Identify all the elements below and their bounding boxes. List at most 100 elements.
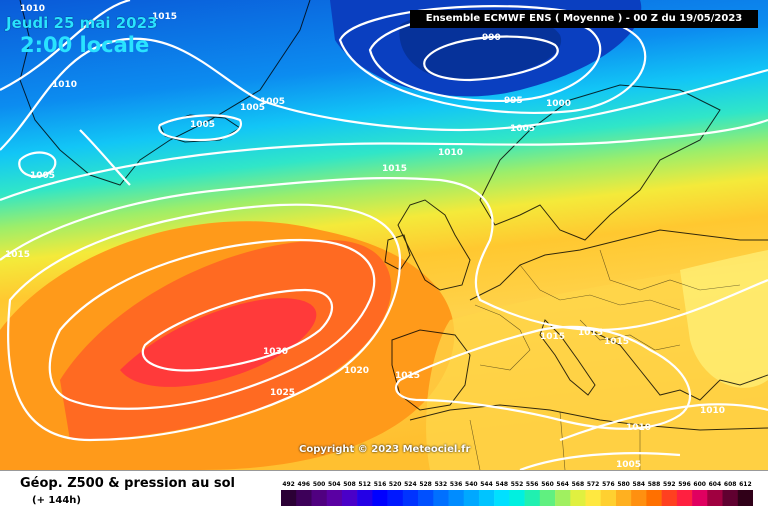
parameter-title: Géop. Z500 & pression au sol xyxy=(20,476,235,491)
legend-color-swatch xyxy=(524,490,541,506)
greenland-coast xyxy=(19,0,311,186)
isobar-label: 1005 xyxy=(190,120,215,130)
legend-value-label: 548 xyxy=(496,481,509,488)
legend-value-label: 496 xyxy=(298,481,311,488)
isobar-1005-iceland xyxy=(158,114,243,142)
isobar-label: 1005 xyxy=(616,460,641,470)
legend-color-swatch xyxy=(585,490,601,506)
isobar-label: 1015 xyxy=(152,12,177,22)
legend-value-label: 504 xyxy=(328,481,341,488)
legend-value-label: 560 xyxy=(541,481,554,488)
isobar-label: 1010 xyxy=(626,423,651,433)
isobar-1010-med xyxy=(519,403,768,470)
legend-color-swatch xyxy=(661,490,678,506)
legend-color-swatch xyxy=(676,490,693,506)
isobar-label: 1010 xyxy=(52,80,77,90)
isobar-1010-greenland xyxy=(18,151,57,178)
isobar-label: 1005 xyxy=(240,103,265,113)
isobar-1015-med xyxy=(395,325,692,430)
legend-value-label: 576 xyxy=(602,481,615,488)
legend-value-label: 572 xyxy=(587,481,600,488)
isobar-label: 1000 xyxy=(546,99,571,109)
legend-color-swatch xyxy=(311,490,327,506)
isobar-label: 1015 xyxy=(540,332,565,342)
legend-color-swatch xyxy=(341,490,358,506)
legend-value-label: 520 xyxy=(389,481,402,488)
legend-color-swatch xyxy=(326,490,343,506)
legend-value-label: 536 xyxy=(450,481,463,488)
legend-color-swatch xyxy=(646,490,662,506)
legend-color-swatch xyxy=(494,490,510,506)
isobar-label: 1010 xyxy=(20,4,45,14)
legend-value-label: 552 xyxy=(511,481,524,488)
europe-warm-band xyxy=(426,260,768,470)
weather-map: 1010 1015 1010 1005 1005 1005 1005 990 9… xyxy=(0,0,768,470)
isobar-label: 1015 xyxy=(604,337,629,347)
isobar-label: 1005 xyxy=(510,124,535,134)
isobar-label: 995 xyxy=(504,96,523,106)
iberia-coast xyxy=(391,329,471,411)
isobar-label: 1015 xyxy=(578,328,603,338)
legend-color-swatch xyxy=(722,490,738,506)
isobar-label: 1015 xyxy=(395,371,420,381)
legend-color-swatch xyxy=(281,490,297,506)
legend-color-swatch xyxy=(402,490,419,506)
north-africa-coast xyxy=(409,404,768,431)
isobar-label: 1030 xyxy=(263,347,288,357)
isobar-1020 xyxy=(7,203,402,442)
border-eastern-europe xyxy=(599,249,741,291)
coastlines xyxy=(19,0,768,431)
legend-color-swatch xyxy=(631,490,647,506)
forecast-time: 2:00 locale xyxy=(20,33,150,57)
legend-color-swatch xyxy=(357,490,373,506)
copyright-notice: Copyright © 2023 Meteociel.fr xyxy=(299,444,471,455)
legend-color-swatch xyxy=(539,490,556,506)
legend-value-label: 612 xyxy=(739,481,752,488)
legend-color-swatch xyxy=(387,490,404,506)
legend-color-swatch xyxy=(463,490,480,506)
legend-color-swatch xyxy=(600,490,617,506)
europe-coast xyxy=(469,229,768,301)
isobar-label: 1005 xyxy=(30,171,55,181)
legend-value-label: 596 xyxy=(678,481,691,488)
british-isles-coast xyxy=(397,199,471,291)
legend-value-label: 588 xyxy=(648,481,661,488)
isobar-1030 xyxy=(141,288,333,372)
legend-value-label: 604 xyxy=(709,481,722,488)
legend-color-swatch xyxy=(418,490,434,506)
isobar-label: 1015 xyxy=(5,250,30,260)
country-borders xyxy=(469,249,741,470)
legend-color-swatch xyxy=(509,490,525,506)
legend-value-label: 584 xyxy=(633,481,646,488)
isobar-1025 xyxy=(48,238,376,410)
isobar-label: 1010 xyxy=(438,148,463,158)
isobar-label: 990 xyxy=(482,33,501,43)
balkans-coast xyxy=(589,329,768,401)
legend-value-label: 492 xyxy=(282,481,295,488)
legend-value-label: 568 xyxy=(572,481,585,488)
legend-value-label: 524 xyxy=(404,481,417,488)
isobar-label: 1010 xyxy=(700,406,725,416)
legend-value-label: 512 xyxy=(358,481,371,488)
isobar-labels: 1010 1015 1010 1005 1005 1005 1005 990 9… xyxy=(5,4,725,470)
forecast-date: Jeudi 25 mai 2023 xyxy=(6,14,158,32)
legend-color-swatch xyxy=(296,490,312,506)
legend-value-label: 564 xyxy=(556,481,569,488)
legend-value-label: 544 xyxy=(480,481,493,488)
legend-value-label: 600 xyxy=(693,481,706,488)
legend-value-label: 528 xyxy=(419,481,432,488)
low-core-band xyxy=(399,11,562,80)
border-france xyxy=(474,304,531,371)
isobars xyxy=(0,0,768,470)
scandinavia-coast xyxy=(479,84,721,241)
legend-value-label: 608 xyxy=(724,481,737,488)
ireland-coast xyxy=(384,234,411,271)
forecast-lead-time: (+ 144h) xyxy=(32,495,81,506)
border-balkans xyxy=(579,319,681,351)
legend-color-swatch xyxy=(555,490,571,506)
legend-value-label: 500 xyxy=(313,481,326,488)
ridge-peak-band xyxy=(120,298,317,387)
balkan-warm-band xyxy=(680,250,768,388)
legend-color-swatch xyxy=(433,490,449,506)
legend-color-swatch xyxy=(737,490,753,506)
